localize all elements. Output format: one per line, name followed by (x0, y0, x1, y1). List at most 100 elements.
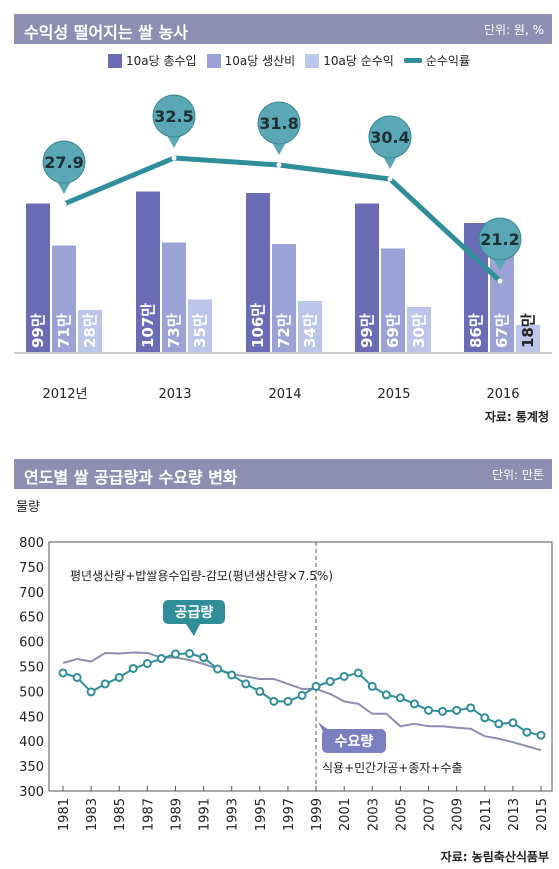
bar-value-label: 99만 (358, 313, 376, 348)
bar-revenue (26, 203, 50, 352)
supply-point (156, 654, 166, 664)
supply-point (480, 713, 490, 723)
chart1-plot: 99만 71만 28만 2012년 107만 73만 35만 2013 106만 72만 34만 20… (14, 94, 552, 402)
x-tick-label: 2011 (479, 798, 494, 831)
x-tick-label: 1981 (57, 798, 72, 831)
supply-point (114, 672, 124, 682)
supply-point (494, 719, 504, 729)
supply-point (339, 671, 349, 681)
supply-point (452, 705, 462, 715)
pin-head (257, 101, 301, 145)
supply-point (311, 681, 321, 691)
y-tick-label: 650 (19, 611, 44, 626)
supply-point (100, 679, 110, 689)
bar-value-label: 34만 (301, 313, 319, 348)
bar-value-label: 28만 (81, 313, 99, 348)
x-tick-label: 2015 (377, 387, 410, 402)
rate-pin: 31.8 (257, 101, 301, 155)
x-tick-label: 1985 (113, 798, 128, 831)
x-tick-label: 1989 (169, 798, 184, 831)
supply-point (241, 679, 251, 689)
demand-tag-label: 수요량 (335, 734, 374, 750)
y-tick-label: 300 (19, 785, 44, 800)
legend-rate: 순수익률 (403, 52, 470, 69)
x-tick-label: 2013 (507, 798, 522, 831)
supply-point (409, 699, 419, 709)
x-tick-label: 1997 (282, 798, 297, 831)
supply-point (508, 718, 518, 728)
supply-point (185, 649, 195, 659)
x-tick-label: 2012년 (42, 387, 87, 402)
rate-point (387, 176, 393, 182)
y-tick-label: 600 (19, 636, 44, 651)
supply-point (58, 668, 68, 678)
x-tick-label: 2015 (535, 798, 550, 831)
supply-point (367, 681, 377, 691)
supply-tag-label: 공급량 (175, 605, 214, 621)
supply-point (269, 696, 279, 706)
y-tick-label: 550 (19, 661, 44, 676)
x-tick-label: 1999 (310, 798, 325, 831)
x-tick-label: 1993 (226, 798, 241, 831)
legend-profit: 10a당 순수익 (305, 52, 394, 69)
chart1-title: 수익성 떨어지는 쌀 농사 (24, 23, 188, 42)
x-tick-label: 2001 (338, 798, 353, 831)
rate-pin: 32.5 (152, 94, 196, 148)
supply-point (128, 663, 138, 673)
y-tick-label: 750 (19, 561, 44, 576)
x-tick-label: 1983 (85, 798, 100, 831)
chart1-header: 수익성 떨어지는 쌀 농사 단위: 원, % (14, 14, 552, 44)
supply-point (72, 672, 82, 682)
y-tick-label: 450 (19, 710, 44, 725)
supply-tag-pointer (186, 624, 200, 636)
bar-profit (407, 307, 431, 352)
bar-value-label: 30만 (410, 313, 428, 348)
formula-label: 평년생산량+밥쌀용수입량-감모(평년생산량×7.5%) (70, 569, 333, 583)
pin-head (42, 140, 86, 184)
bar-value-label: 107만 (139, 303, 157, 348)
bar-revenue (246, 193, 270, 352)
demand-tag-box (322, 729, 386, 753)
x-tick-label: 2013 (158, 387, 191, 402)
supply-point (522, 727, 532, 737)
x-tick-label: 2014 (268, 387, 301, 402)
x-tick-label: 1995 (254, 798, 269, 831)
supply-point (438, 706, 448, 716)
legend-cost: 10a당 생산비 (206, 52, 295, 69)
rate-value-label: 32.5 (154, 107, 193, 126)
bar-value-label: 69만 (384, 313, 402, 348)
bar-value-label: 86만 (467, 313, 485, 348)
x-tick-label: 1991 (198, 798, 213, 831)
x-tick-label: 2007 (423, 798, 438, 831)
supply-point (170, 649, 180, 659)
supply-point (199, 653, 209, 663)
x-tick-label: 2005 (394, 798, 409, 831)
bar-value-label: 18만 (519, 313, 537, 348)
bar-cost (490, 251, 514, 352)
bar-profit (188, 299, 212, 352)
supply-point (227, 670, 237, 680)
rate-value-label: 27.9 (44, 153, 83, 172)
bar-value-label: 67만 (493, 313, 511, 348)
chart1-unit: 단위: 원, % (483, 23, 544, 37)
supply-point (213, 664, 223, 674)
chart2-title: 연도별 쌀 공급량과 수요량 변화 (24, 468, 238, 487)
supply-point (466, 703, 476, 713)
rate-point (276, 162, 282, 168)
supply-point (381, 690, 391, 700)
pin-head (478, 217, 522, 261)
chart2-ylabel: 물량 (16, 500, 40, 515)
bar-profit (298, 301, 322, 352)
x-tick-label: 2003 (366, 798, 381, 831)
x-tick-label: 1987 (141, 798, 156, 831)
rate-point (497, 278, 503, 284)
rate-pin: 27.9 (42, 140, 86, 194)
rate-pin: 30.4 (368, 115, 412, 169)
supply-point (536, 730, 546, 740)
supply-point (325, 676, 335, 686)
bar-value-label: 73만 (165, 313, 183, 348)
chart2-header: 연도별 쌀 공급량과 수요량 변화 단위: 만톤 (14, 459, 552, 489)
bar-profit (78, 310, 102, 352)
bar-cost (52, 245, 76, 352)
bar-revenue (355, 203, 379, 352)
